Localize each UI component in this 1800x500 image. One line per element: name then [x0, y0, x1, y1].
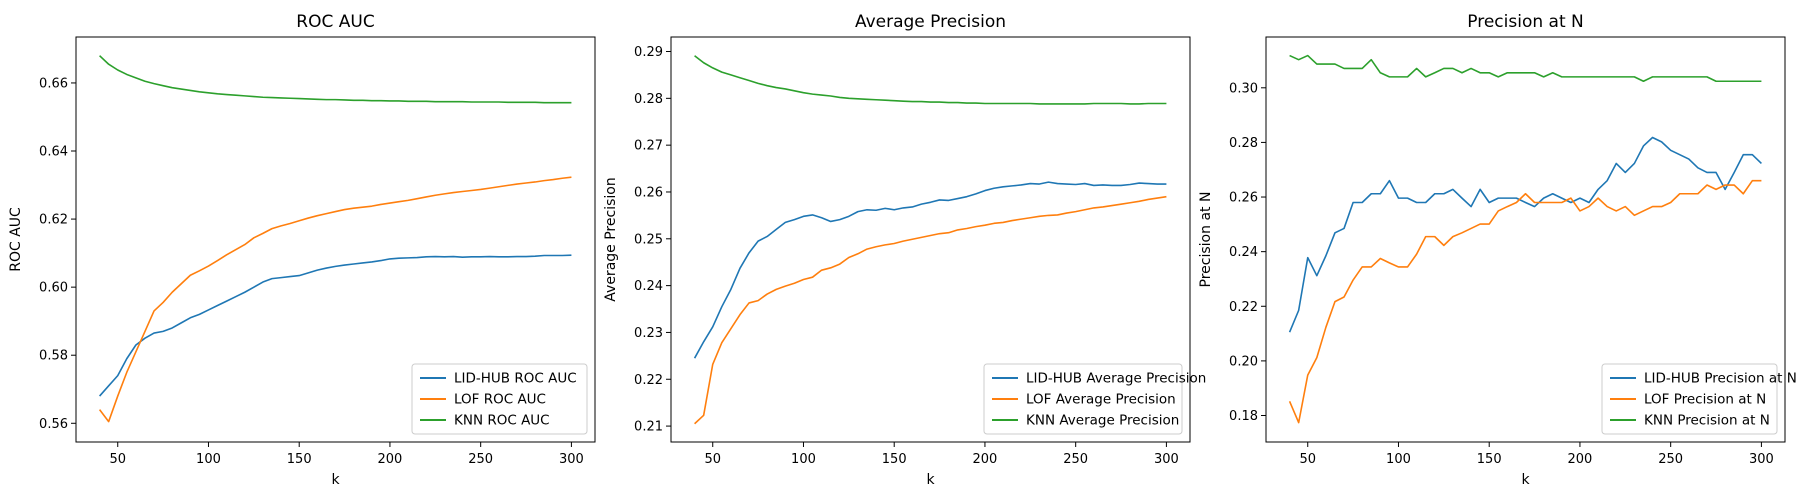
x-tick-label: 100	[196, 452, 221, 467]
x-tick-label: 250	[468, 452, 493, 467]
x-tick-label: 200	[378, 452, 403, 467]
series-line-knn	[99, 55, 572, 104]
series-line-lof	[694, 195, 1167, 425]
y-tick-label: 0.18	[1229, 409, 1258, 424]
y-tick-label: 0.20	[1229, 354, 1258, 369]
x-tick-label: 300	[1749, 452, 1774, 467]
chart-title: ROC AUC	[296, 12, 374, 32]
y-axis-label: Average Precision	[603, 177, 619, 301]
y-tick-label: 0.58	[39, 349, 68, 364]
y-axis-label: ROC AUC	[8, 207, 24, 272]
y-tick-label: 0.22	[1229, 300, 1258, 315]
legend: LID-HUB Precision at N LOF Precision at N…	[1601, 363, 1797, 435]
legend-entry: LID-HUB Average Precision	[1026, 371, 1206, 387]
legend-entry: KNN Precision at N	[1644, 413, 1770, 429]
series-line-lof	[1288, 179, 1762, 424]
y-tick-label: 0.22	[634, 373, 663, 388]
x-tick-label: 300	[559, 452, 584, 467]
y-tick-label: 0.28	[634, 92, 663, 107]
x-axis-label: k	[331, 472, 340, 488]
y-tick-label: 0.24	[1229, 245, 1258, 260]
chart-title: Average Precision	[855, 12, 1006, 32]
axes-frame	[75, 36, 596, 443]
y-tick-label: 0.30	[1229, 81, 1258, 96]
legend-entry: KNN Average Precision	[1026, 413, 1179, 429]
axes-frame	[670, 36, 1191, 443]
series-line-knn	[1289, 54, 1762, 83]
x-tick-label: 50	[704, 452, 721, 467]
legend-entry: LID-HUB ROC AUC	[454, 371, 577, 387]
y-tick-label: 0.21	[634, 420, 663, 435]
series-line-knn	[694, 55, 1167, 105]
x-tick-label: 150	[882, 452, 907, 467]
x-tick-label: 50	[109, 452, 126, 467]
y-tick-label: 0.66	[39, 76, 68, 91]
chart-panel-3: Precision at N 0.18 0.20 0.22 0.24 0.26 0.28 0.…	[1198, 12, 1797, 488]
chart-title: Precision at N	[1467, 12, 1583, 32]
x-tick-label: 250	[1063, 452, 1088, 467]
legend-entry: LOF Average Precision	[1026, 392, 1176, 408]
y-tick-label: 0.62	[39, 213, 68, 228]
y-tick-label: 0.26	[1229, 191, 1258, 206]
axes-frame	[1265, 36, 1786, 443]
y-tick-label: 0.25	[634, 232, 663, 247]
legend-entry: LID-HUB Precision at N	[1644, 371, 1797, 387]
chart-panel-1: ROC AUC 0.56 0.58 0.60 0.62 0.64 0.66 50 100 150 2…	[8, 12, 596, 488]
x-tick-label: 300	[1154, 452, 1179, 467]
x-tick-label: 50	[1299, 452, 1316, 467]
legend-entry: KNN ROC AUC	[454, 413, 550, 429]
series-line-lid-hub	[1288, 136, 1762, 333]
y-tick-label: 0.28	[1229, 136, 1258, 151]
legend-box	[983, 363, 1183, 435]
x-axis-label: k	[926, 472, 935, 488]
x-tick-label: 150	[287, 452, 312, 467]
y-axis-label: Precision at N	[1198, 192, 1214, 288]
y-tick-label: 0.64	[39, 145, 68, 160]
legend-entry: LOF ROC AUC	[454, 392, 546, 408]
y-tick-label: 0.60	[39, 281, 68, 296]
legend: LID-HUB Average Precision LOF Average Pre…	[983, 363, 1206, 435]
y-tick-label: 0.26	[634, 185, 663, 200]
chart-panel-2: Average Precision 0.21 0.22 0.23 0.24 0.25 0.2…	[603, 12, 1206, 488]
y-tick-label: 0.24	[634, 279, 663, 294]
y-tick-label: 0.29	[634, 45, 663, 60]
x-tick-label: 100	[791, 452, 816, 467]
series-line-lid-hub	[693, 181, 1167, 359]
series-line-lof	[98, 176, 572, 423]
legend-box	[1601, 363, 1778, 435]
x-tick-label: 200	[1568, 452, 1593, 467]
legend-entry: LOF Precision at N	[1644, 392, 1766, 408]
y-tick-label: 0.56	[39, 417, 68, 432]
x-axis-label: k	[1521, 472, 1530, 488]
x-tick-label: 250	[1658, 452, 1683, 467]
y-tick-label: 0.27	[634, 139, 663, 154]
x-tick-label: 150	[1477, 452, 1502, 467]
legend: LID-HUB ROC AUC LOF ROC AUC KNN ROC AUC	[411, 363, 588, 435]
y-tick-label: 0.23	[634, 326, 663, 341]
series-line-lid-hub	[98, 254, 572, 397]
legend-box	[411, 363, 588, 435]
x-tick-label: 100	[1386, 452, 1411, 467]
x-tick-label: 200	[973, 452, 998, 467]
